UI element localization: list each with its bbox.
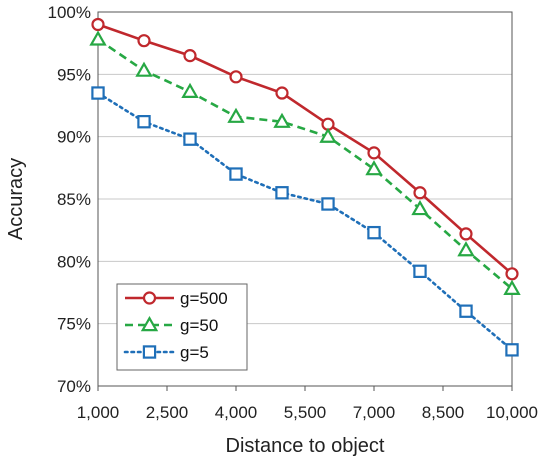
series-g=500 xyxy=(91,17,519,281)
data-point-marker xyxy=(229,167,243,181)
y-tick-label: 85% xyxy=(57,190,91,209)
x-tick-label: 8,500 xyxy=(422,403,465,422)
legend-label: g=5 xyxy=(180,343,209,362)
data-point-marker xyxy=(505,267,519,281)
x-tick-label: 4,000 xyxy=(215,403,258,422)
series-g=50 xyxy=(89,30,521,295)
x-tick-label: 5,500 xyxy=(284,403,327,422)
x-tick-label: 1,000 xyxy=(77,403,120,422)
data-point-marker xyxy=(227,107,245,123)
data-point-marker xyxy=(503,279,521,295)
x-axis-ticks: 1,000 2,500 4,000 5,500 7,000 8,500 10,000 xyxy=(77,386,538,422)
data-point-marker xyxy=(459,304,473,318)
data-point-marker xyxy=(183,49,197,63)
data-point-marker xyxy=(91,86,105,100)
data-point-marker xyxy=(365,160,383,176)
data-point-marker xyxy=(137,34,151,48)
data-point-marker xyxy=(142,291,157,305)
x-tick-label: 10,000 xyxy=(486,403,538,422)
legend-label: g=50 xyxy=(180,316,218,335)
data-point-marker xyxy=(183,132,197,146)
data-point-marker xyxy=(181,82,199,98)
series-g=5 xyxy=(91,86,519,357)
series-line xyxy=(97,38,513,290)
data-point-marker xyxy=(457,241,475,257)
series-line xyxy=(96,91,514,352)
data-point-marker xyxy=(413,264,427,279)
y-axis-ticks: 70% 75% 80% 85% 90% 95% 100% xyxy=(48,3,91,396)
data-point-marker xyxy=(137,115,151,129)
y-axis-title: Accuracy xyxy=(5,158,27,240)
data-point-marker xyxy=(273,112,291,128)
data-point-marker xyxy=(367,146,381,160)
data-point-marker xyxy=(367,225,381,240)
y-tick-label: 70% xyxy=(57,377,91,396)
legend-label: g=500 xyxy=(180,289,228,308)
data-point-marker xyxy=(89,30,107,46)
data-point-marker xyxy=(229,70,243,84)
data-point-marker xyxy=(319,127,337,143)
data-point-marker xyxy=(413,186,427,200)
data-point-marker xyxy=(321,197,335,211)
y-tick-label: 80% xyxy=(57,252,91,271)
data-point-marker xyxy=(411,199,429,216)
x-tick-label: 2,500 xyxy=(146,403,189,422)
y-tick-label: 100% xyxy=(48,3,91,22)
data-point-marker xyxy=(142,345,157,359)
x-axis-title: Distance to object xyxy=(226,435,385,457)
series-layer xyxy=(89,17,521,357)
y-tick-label: 95% xyxy=(57,65,91,84)
legend: g=500 g=50 g=5 xyxy=(116,283,248,371)
data-point-marker xyxy=(505,343,519,357)
data-point-marker xyxy=(275,86,289,100)
y-tick-label: 75% xyxy=(57,315,91,334)
data-point-marker xyxy=(91,17,105,32)
data-point-marker xyxy=(140,315,159,332)
data-point-marker xyxy=(459,227,473,241)
data-point-marker xyxy=(275,186,289,200)
series-line xyxy=(97,23,513,275)
y-tick-label: 90% xyxy=(57,128,91,147)
x-tick-label: 7,000 xyxy=(353,403,396,422)
data-point-marker xyxy=(135,61,153,77)
